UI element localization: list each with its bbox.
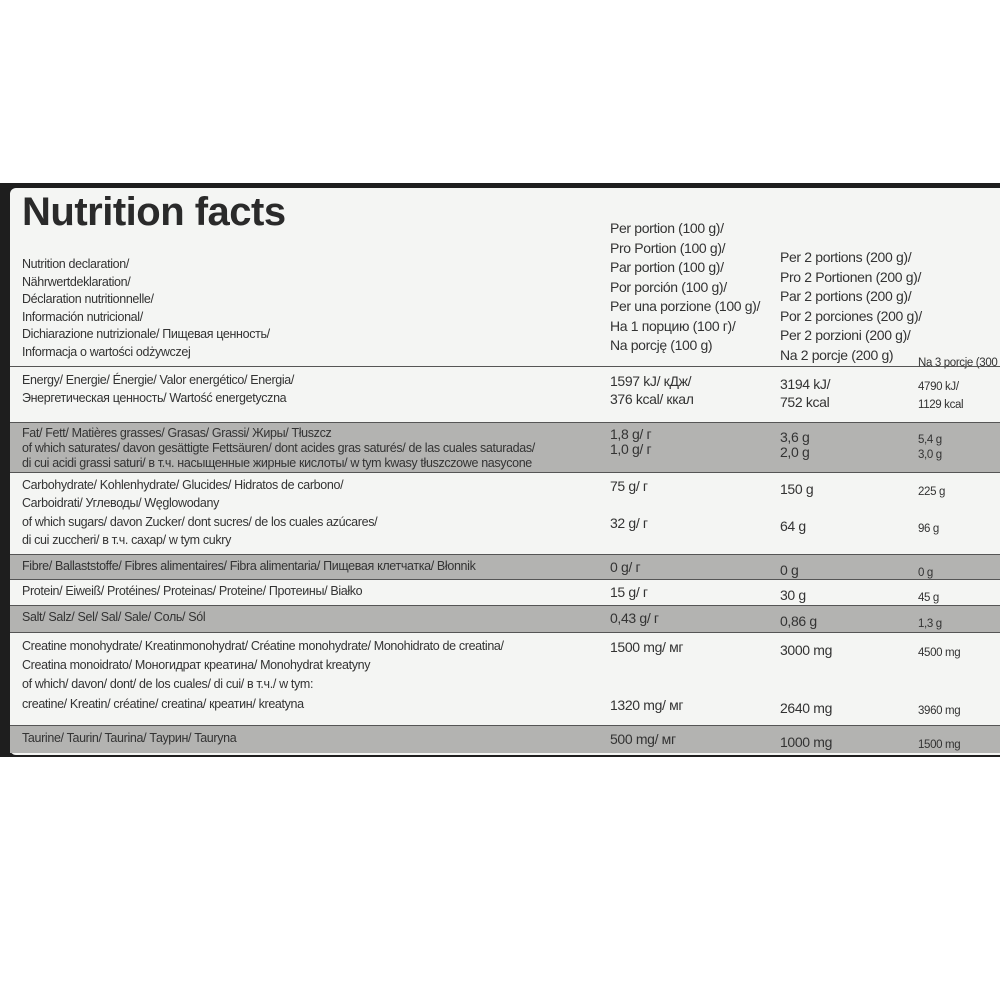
header-col: Na porcję (100 g): [610, 337, 713, 353]
row-value: 32 g/ г: [610, 515, 648, 531]
row-value: 1,0 g/ г: [610, 441, 652, 457]
row-label: of which/ davon/ dont/ de los cuales/ di…: [22, 677, 314, 691]
row-value: 225 g: [918, 486, 946, 498]
row-label: di cui zuccheri/ в т.ч. сахар/ w tym cuk…: [22, 533, 231, 547]
row-value: 3,0 g: [918, 449, 942, 461]
header-col: Pro Portion (100 g)/: [610, 239, 726, 256]
row-value: 0 g: [918, 567, 933, 579]
row-value: 1320 mg/ мг: [610, 697, 684, 713]
row-divider: [10, 632, 1000, 633]
header-label: Déclaration nutritionnelle/: [22, 292, 154, 306]
row-divider: [10, 472, 1000, 473]
row-shade: [10, 605, 1000, 632]
header-col: Por 2 porciones (200 g)/: [780, 307, 922, 324]
row-value: 1500 mg/ мг: [610, 639, 684, 655]
row-shade: [10, 554, 1000, 579]
row-label: Энергетическая ценность/ Wartość energet…: [22, 391, 287, 405]
row-label: Creatina monoidrato/ Моногидрат креатина…: [22, 658, 371, 672]
row-label: Energy/ Energie/ Énergie/ Valor energéti…: [22, 373, 295, 387]
row-value: 150 g: [780, 481, 814, 497]
header-label: Nutrition declaration/: [22, 257, 129, 271]
row-value: 3000 mg: [780, 642, 833, 658]
row-value: 376 kcal/ ккал: [610, 391, 694, 407]
header-col: Per 2 portions (200 g)/: [780, 249, 912, 265]
row-value: 3,6 g: [780, 429, 810, 445]
row-value: 3194 kJ/: [780, 376, 831, 392]
row-label: creatine/ Kreatin/ créatine/ creatina/ к…: [22, 697, 304, 711]
row-value: 96 g: [918, 523, 939, 535]
row-label: di cui acidi grassi saturi/ в т.ч. насыщ…: [22, 456, 532, 470]
row-divider: [10, 366, 1000, 367]
header-col: Par portion (100 g)/: [610, 259, 724, 275]
header-col: Pro 2 Portionen (200 g)/: [780, 268, 922, 285]
row-label: of which sugars/ davon Zucker/ dont sucr…: [22, 515, 378, 529]
row-value: 0 g/ г: [610, 559, 641, 575]
header-col: Per una porzione (100 g)/: [610, 298, 761, 314]
row-value: 75 g/ г: [610, 478, 648, 494]
row-value: 2,0 g: [780, 444, 810, 460]
header-label: Nährwertdeklaration/: [22, 274, 131, 289]
row-value: 752 kcal: [780, 394, 830, 410]
row-value: 30 g: [780, 587, 806, 603]
row-label: Creatine monohydrate/ Kreatinmonohydrat/…: [22, 639, 504, 653]
row-value: 1,8 g/ г: [610, 426, 652, 442]
row-divider: [10, 554, 1000, 555]
row-label: Carbohydrate/ Kohlenhydrate/ Glucides/ H…: [22, 478, 344, 492]
row-shade: [10, 422, 1000, 472]
title: Nutrition facts: [22, 190, 286, 234]
row-value: 500 mg/ мг: [610, 731, 676, 747]
row-value: 3960 mg: [918, 705, 961, 717]
row-value: 0,86 g: [780, 613, 817, 629]
header-col: Per 2 porzioni (200 g)/: [780, 327, 911, 343]
header-col: Per portion (100 g)/: [610, 220, 724, 236]
row-divider: [10, 579, 1000, 580]
row-value: 4790 kJ/: [918, 381, 959, 393]
row-value: 5,4 g: [918, 434, 942, 446]
header-col: Par 2 portions (200 g)/: [780, 288, 912, 304]
row-label: Protein/ Eiweiß/ Protéines/ Proteinas/ P…: [22, 584, 363, 598]
row-label: Carboidrati/ Углеводы/ Węglowodany: [22, 496, 220, 510]
row-value: 1000 mg: [780, 734, 833, 750]
row-value: 0 g: [780, 562, 799, 578]
row-label: Fibre/ Ballaststoffe/ Fibres alimentaire…: [22, 559, 476, 573]
row-label: of which saturates/ davon gesättigte Fet…: [22, 441, 535, 455]
header-col: Por porción (100 g)/: [610, 278, 727, 295]
row-value: 2640 mg: [780, 700, 833, 716]
row-value: 0,43 g/ г: [610, 610, 659, 626]
header-col: Na 3 porcje (300 g): [918, 357, 1000, 369]
row-value: 15 g/ г: [610, 584, 648, 600]
header-label: Informacja o wartości odżywczej: [22, 344, 191, 359]
header-col: Na 2 porcje (200 g): [780, 346, 894, 363]
row-divider: [10, 605, 1000, 606]
row-label: Fat/ Fett/ Matières grasses/ Grasas/ Gra…: [22, 426, 332, 440]
row-divider: [10, 725, 1000, 726]
row-value: 64 g: [780, 518, 806, 534]
row-value: 1,3 g: [918, 618, 942, 630]
row-value: 1597 kJ/ кДж/: [610, 373, 692, 389]
row-label: Salt/ Salz/ Sel/ Sal/ Sale/ Соль/ Sól: [22, 610, 206, 624]
row-value: 45 g: [918, 592, 939, 604]
row-value: 1500 mg: [918, 739, 961, 751]
header-label: Dichiarazione nutrizionale/ Пищевая ценн…: [22, 327, 270, 341]
row-value: 1129 kcal: [918, 399, 964, 411]
row-shade: [10, 725, 1000, 753]
row-label: Taurine/ Taurin/ Taurina/ Таурин/ Tauryn…: [22, 731, 237, 745]
header-label: Información nutricional/: [22, 309, 143, 324]
row-divider: [10, 422, 1000, 423]
row-value: 4500 mg: [918, 647, 961, 659]
header-col: На 1 порцию (100 г)/: [610, 317, 736, 334]
